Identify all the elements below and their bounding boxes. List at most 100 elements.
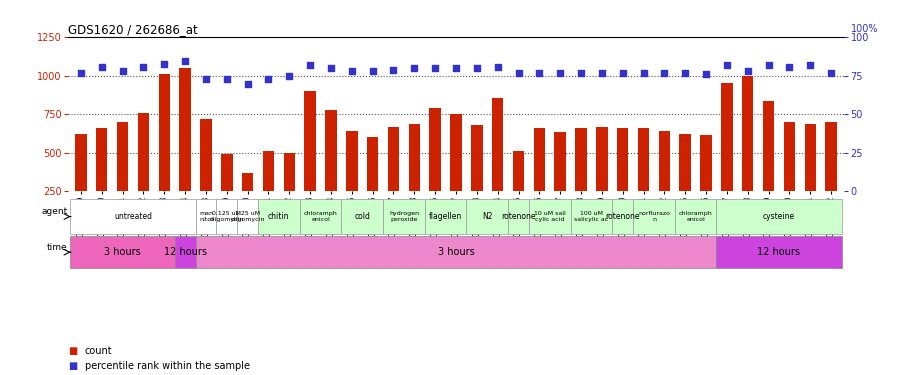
Bar: [528, 199, 570, 234]
Bar: [216, 199, 237, 234]
Point: [656, 70, 670, 76]
Bar: [617, 128, 628, 191]
Bar: [304, 91, 315, 191]
Text: time: time: [46, 243, 67, 252]
Bar: [75, 134, 87, 191]
Point: [115, 68, 129, 74]
Text: 100 uM
salicylic ac: 100 uM salicylic ac: [574, 211, 608, 222]
Bar: [716, 199, 841, 234]
Bar: [507, 199, 528, 234]
Bar: [762, 100, 773, 191]
Bar: [450, 114, 461, 191]
Bar: [96, 128, 107, 191]
Point: [427, 65, 442, 71]
Text: 0.125 uM
oligomycin: 0.125 uM oligomycin: [210, 211, 244, 222]
Bar: [70, 236, 175, 268]
Point: [594, 70, 609, 76]
Point: [199, 76, 213, 82]
Bar: [383, 199, 425, 234]
Point: [406, 65, 421, 71]
Text: 12 hours: 12 hours: [757, 247, 800, 257]
Bar: [300, 199, 341, 234]
Point: [323, 65, 338, 71]
Text: 1.25 uM
oligomycin: 1.25 uM oligomycin: [230, 211, 264, 222]
Bar: [658, 131, 670, 191]
Text: man
nitol: man nitol: [199, 211, 212, 222]
Text: percentile rank within the sample: percentile rank within the sample: [85, 361, 250, 370]
Point: [302, 62, 317, 68]
Bar: [237, 199, 258, 234]
Text: hydrogen
peroxide: hydrogen peroxide: [388, 211, 418, 222]
Point: [490, 64, 505, 70]
Text: ■: ■: [68, 346, 77, 355]
Bar: [241, 173, 253, 191]
Point: [136, 64, 150, 70]
Text: norflurazo
n: norflurazo n: [638, 211, 670, 222]
Text: rotenone: rotenone: [605, 212, 640, 221]
Bar: [742, 76, 752, 191]
Bar: [611, 199, 632, 234]
Bar: [716, 236, 841, 268]
Point: [469, 65, 484, 71]
Bar: [804, 124, 815, 191]
Point: [552, 70, 567, 76]
Point: [241, 81, 255, 87]
Text: chitin: chitin: [268, 212, 290, 221]
Bar: [195, 236, 716, 268]
Point: [365, 68, 380, 74]
Bar: [783, 122, 794, 191]
Bar: [429, 108, 440, 191]
Point: [157, 61, 171, 67]
Point: [740, 68, 754, 74]
Bar: [554, 132, 566, 191]
Bar: [824, 122, 836, 191]
Text: 100%: 100%: [851, 24, 878, 34]
Text: count: count: [85, 346, 112, 355]
Text: untreated: untreated: [114, 212, 152, 221]
Text: agent: agent: [41, 207, 67, 216]
Text: N2: N2: [482, 212, 492, 221]
Point: [178, 57, 192, 63]
Bar: [570, 199, 611, 234]
Text: chloramph
enicol: chloramph enicol: [678, 211, 711, 222]
Bar: [175, 236, 195, 268]
Bar: [366, 137, 378, 191]
Bar: [637, 128, 649, 191]
Bar: [533, 128, 545, 191]
Text: cold: cold: [353, 212, 370, 221]
Bar: [466, 199, 507, 234]
Point: [448, 65, 463, 71]
Bar: [200, 119, 211, 191]
Text: 12 hours: 12 hours: [163, 247, 207, 257]
Bar: [425, 199, 466, 234]
Point: [511, 70, 526, 76]
Text: flagellen: flagellen: [428, 212, 462, 221]
Text: 10 uM sali
cylic acid: 10 uM sali cylic acid: [533, 211, 565, 222]
Point: [719, 62, 733, 68]
Bar: [117, 122, 128, 191]
Bar: [195, 199, 216, 234]
Point: [220, 76, 234, 82]
Point: [698, 71, 712, 77]
Bar: [70, 199, 195, 234]
Bar: [491, 98, 503, 191]
Text: GDS1620 / 262686_at: GDS1620 / 262686_at: [68, 23, 198, 36]
Bar: [179, 68, 190, 191]
Bar: [159, 74, 169, 191]
Point: [95, 64, 109, 70]
Bar: [596, 127, 607, 191]
Point: [261, 76, 275, 82]
Bar: [325, 110, 336, 191]
Bar: [341, 199, 383, 234]
Point: [802, 62, 816, 68]
Text: rotenone: rotenone: [501, 212, 535, 221]
Bar: [258, 199, 300, 234]
Point: [636, 70, 650, 76]
Text: chloramph
enicol: chloramph enicol: [303, 211, 337, 222]
Text: 3 hours: 3 hours: [437, 247, 474, 257]
Point: [615, 70, 630, 76]
Bar: [721, 83, 732, 191]
Point: [531, 70, 546, 76]
Bar: [700, 135, 711, 191]
Text: 3 hours: 3 hours: [104, 247, 141, 257]
